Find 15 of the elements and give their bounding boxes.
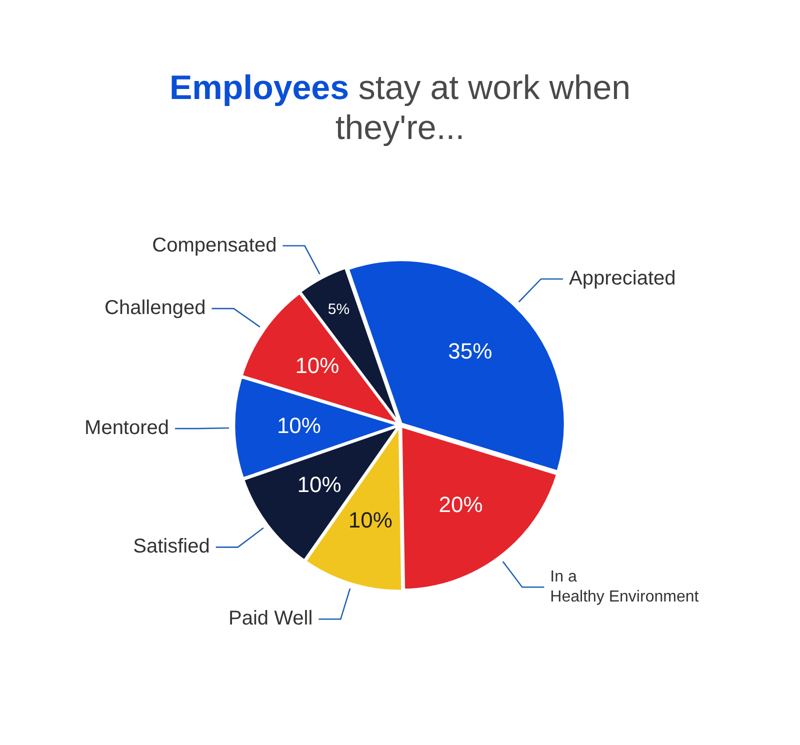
slice-label: Mentored (84, 417, 170, 440)
data-label: 10% (276, 412, 321, 438)
data-label: 35% (448, 338, 492, 364)
slice-label: In a Healthy Environment (550, 568, 700, 606)
data-label: 10% (295, 353, 340, 378)
slice-label: Compensated (152, 234, 277, 256)
slice-label: Paid Well (228, 608, 313, 630)
data-label: 10% (348, 508, 392, 533)
data-label: 5% (328, 301, 350, 318)
slice-label: Challenged (104, 297, 206, 320)
chart-title: Employees stay at work when they're... (168, 68, 632, 148)
slice-label: Satisfied (133, 536, 210, 558)
slice-label: Appreciated (569, 267, 676, 290)
data-label: 10% (297, 472, 342, 497)
data-label: 20% (438, 492, 483, 517)
